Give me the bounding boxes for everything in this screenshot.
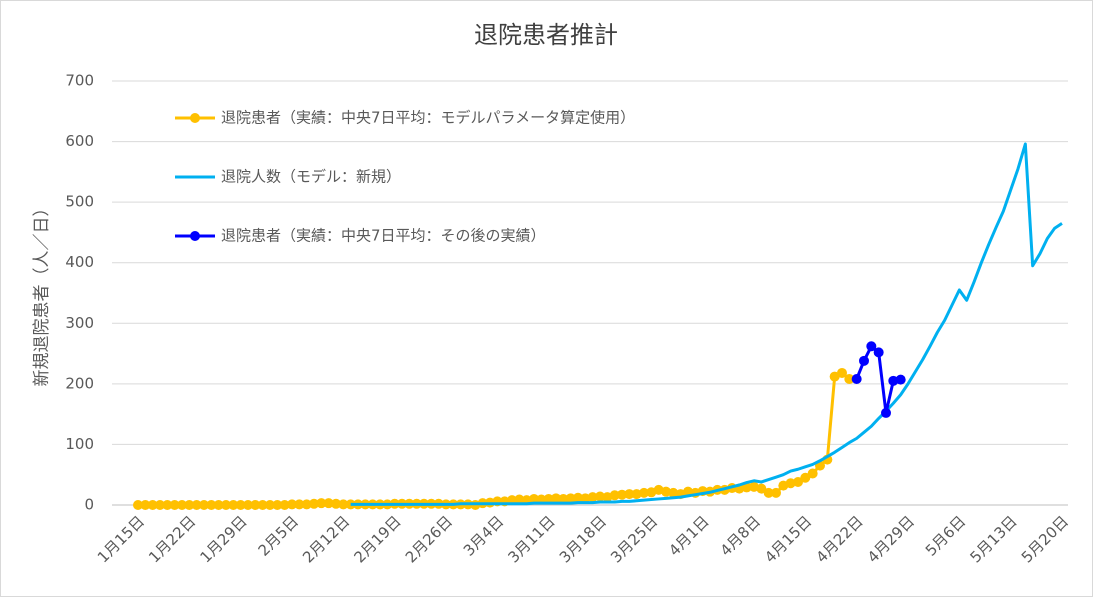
data-point: [624, 489, 635, 500]
data-point: [338, 499, 349, 510]
data-point: [873, 347, 884, 358]
data-point: [272, 500, 283, 510]
data-point: [250, 500, 261, 510]
y-tick-label: 600: [65, 132, 94, 150]
data-point: [573, 492, 583, 503]
legend-label: 退院人数（モデル：新規）: [221, 168, 401, 186]
data-point: [661, 486, 671, 497]
data-point: [859, 355, 869, 366]
data-point: [301, 499, 312, 510]
data-point: [243, 500, 253, 510]
data-point: [763, 487, 774, 498]
data-point: [257, 500, 268, 510]
data-point: [287, 499, 297, 510]
data-point: [345, 499, 356, 510]
data-point: [771, 487, 781, 498]
data-point: [514, 494, 525, 505]
y-tick-label: 300: [65, 314, 94, 332]
data-point: [213, 500, 224, 510]
data-point: [309, 498, 319, 509]
data-point: [191, 500, 202, 510]
data-point: [558, 493, 569, 504]
data-point: [639, 487, 649, 498]
y-tick-label: 700: [65, 72, 94, 90]
data-point: [169, 500, 180, 510]
data-point: [133, 500, 143, 510]
data-point: [617, 489, 627, 500]
data-point: [177, 500, 187, 510]
y-tick-label: 0: [84, 496, 94, 514]
y-axis-label: 新規退院患者（人／日）: [32, 200, 52, 387]
data-point: [199, 500, 209, 510]
series-line: [350, 142, 1063, 506]
data-point: [155, 500, 165, 510]
data-point: [785, 478, 796, 489]
data-point: [866, 341, 877, 352]
data-point: [595, 491, 605, 502]
data-point: [793, 476, 803, 487]
data-point: [551, 493, 561, 504]
data-point: [331, 498, 341, 509]
data-point: [756, 483, 767, 494]
data-point: [529, 493, 539, 504]
data-point: [221, 500, 231, 510]
legend-marker: [190, 231, 200, 241]
data-point: [888, 375, 899, 386]
legend-label: 退院患者（実績：中央7日平均：モデルパラメータ算定使用）: [221, 109, 635, 127]
data-point: [565, 493, 576, 504]
data-point: [587, 492, 598, 503]
data-point: [323, 498, 334, 509]
data-point: [631, 489, 642, 500]
data-point: [279, 500, 290, 510]
data-point: [895, 374, 906, 385]
data-point: [140, 500, 151, 510]
data-point: [206, 500, 217, 510]
data-point: [543, 493, 554, 504]
data-point: [162, 500, 173, 510]
data-point: [837, 367, 847, 378]
data-point: [147, 500, 158, 510]
y-tick-label: 200: [65, 374, 94, 392]
data-point: [844, 374, 855, 385]
data-point: [580, 493, 591, 504]
data-point: [881, 407, 891, 418]
data-point: [235, 500, 246, 510]
data-point: [265, 500, 275, 510]
data-point: [851, 374, 862, 385]
data-point: [668, 487, 679, 498]
data-point: [800, 472, 811, 483]
data-point: [807, 468, 818, 479]
data-point: [294, 499, 305, 510]
y-tick-label: 100: [65, 435, 94, 453]
data-point: [184, 500, 195, 510]
data-point: [228, 500, 239, 510]
data-point: [609, 490, 620, 501]
data-point: [316, 498, 327, 509]
y-tick-label: 500: [65, 193, 94, 211]
y-tick-label: 400: [65, 253, 94, 271]
chart-title: 退院患者推計: [474, 21, 618, 49]
legend-label: 退院患者（実績：中央7日平均：その後の実績）: [221, 227, 546, 245]
legend-marker: [190, 113, 200, 123]
